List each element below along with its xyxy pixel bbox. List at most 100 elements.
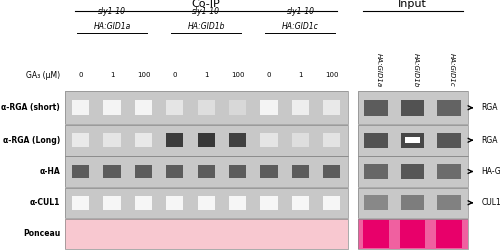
Bar: [135, 134, 152, 147]
Bar: [323, 134, 340, 147]
Text: HA:GID1b: HA:GID1b: [188, 22, 225, 31]
Bar: [65, 219, 348, 249]
Text: HA:GID1b: HA:GID1b: [412, 53, 418, 87]
Bar: [198, 134, 215, 147]
Bar: [229, 165, 246, 178]
Bar: [364, 100, 388, 116]
Bar: [358, 188, 468, 218]
Bar: [358, 156, 468, 187]
Bar: [437, 164, 461, 179]
Bar: [323, 165, 340, 178]
Bar: [358, 188, 468, 218]
Text: 100: 100: [325, 72, 338, 78]
Bar: [437, 195, 461, 210]
Bar: [358, 125, 468, 156]
Bar: [400, 164, 424, 179]
Bar: [65, 188, 348, 218]
Text: 0: 0: [172, 72, 177, 78]
Bar: [405, 137, 420, 143]
Text: α-RGA (Long): α-RGA (Long): [3, 136, 60, 145]
Bar: [65, 156, 348, 187]
Text: 1: 1: [204, 72, 208, 78]
Text: HA:GID1a: HA:GID1a: [94, 22, 130, 31]
Bar: [363, 220, 388, 248]
Bar: [358, 91, 468, 124]
Text: HA:GID1c: HA:GID1c: [282, 22, 319, 31]
Bar: [135, 100, 152, 115]
Bar: [72, 134, 90, 147]
Bar: [323, 196, 340, 209]
Bar: [292, 134, 309, 147]
Bar: [166, 100, 184, 115]
Bar: [65, 91, 348, 124]
Text: 100: 100: [136, 72, 150, 78]
Bar: [292, 100, 309, 115]
Text: CUL1: CUL1: [482, 198, 500, 207]
Bar: [65, 125, 348, 156]
Bar: [72, 165, 90, 178]
Bar: [229, 100, 246, 115]
Bar: [104, 134, 120, 147]
Bar: [135, 165, 152, 178]
Text: 0: 0: [267, 72, 272, 78]
Bar: [104, 196, 120, 209]
Text: GA₃ (µM): GA₃ (µM): [26, 70, 60, 80]
Bar: [436, 220, 462, 248]
Bar: [65, 156, 348, 187]
Text: sly1-10: sly1-10: [192, 7, 220, 16]
Bar: [104, 100, 120, 115]
Text: 0: 0: [78, 72, 83, 78]
Bar: [65, 219, 348, 249]
Text: RGA: RGA: [482, 103, 498, 112]
Bar: [400, 195, 424, 210]
Text: sly1-10: sly1-10: [286, 7, 314, 16]
Text: RGA: RGA: [482, 136, 498, 145]
Bar: [166, 165, 184, 178]
Bar: [166, 196, 184, 209]
Bar: [400, 220, 425, 248]
Bar: [292, 196, 309, 209]
Bar: [260, 100, 278, 115]
Bar: [400, 100, 424, 116]
Bar: [437, 132, 461, 148]
Text: α-HA: α-HA: [40, 167, 60, 176]
Bar: [135, 196, 152, 209]
Bar: [72, 196, 90, 209]
Bar: [65, 125, 348, 156]
Bar: [358, 156, 468, 187]
Bar: [400, 132, 424, 148]
Bar: [364, 164, 388, 179]
Bar: [229, 196, 246, 209]
Bar: [364, 132, 388, 148]
Bar: [72, 100, 90, 115]
Bar: [358, 219, 468, 249]
Text: HA:GID1a: HA:GID1a: [376, 53, 382, 87]
Bar: [358, 219, 468, 249]
Bar: [358, 125, 468, 156]
Text: sly1-10: sly1-10: [98, 7, 126, 16]
Bar: [198, 165, 215, 178]
Bar: [358, 91, 468, 124]
Text: Input: Input: [398, 0, 427, 9]
Bar: [260, 196, 278, 209]
Text: α-CUL1: α-CUL1: [30, 198, 60, 207]
Text: Co-IP: Co-IP: [192, 0, 220, 9]
Bar: [104, 165, 120, 178]
Text: Ponceau: Ponceau: [23, 229, 60, 238]
Text: 1: 1: [298, 72, 302, 78]
Bar: [65, 91, 348, 124]
Bar: [364, 195, 388, 210]
Text: HA-GID1b: HA-GID1b: [482, 167, 500, 176]
Bar: [260, 134, 278, 147]
Bar: [198, 196, 215, 209]
Bar: [323, 100, 340, 115]
Text: HA:GID1c: HA:GID1c: [449, 53, 455, 87]
Text: α-RGA (short): α-RGA (short): [2, 103, 60, 112]
Bar: [198, 100, 215, 115]
Text: 100: 100: [231, 72, 244, 78]
Bar: [437, 100, 461, 116]
Text: 1: 1: [110, 72, 114, 78]
Bar: [229, 134, 246, 147]
Bar: [166, 134, 184, 147]
Bar: [292, 165, 309, 178]
